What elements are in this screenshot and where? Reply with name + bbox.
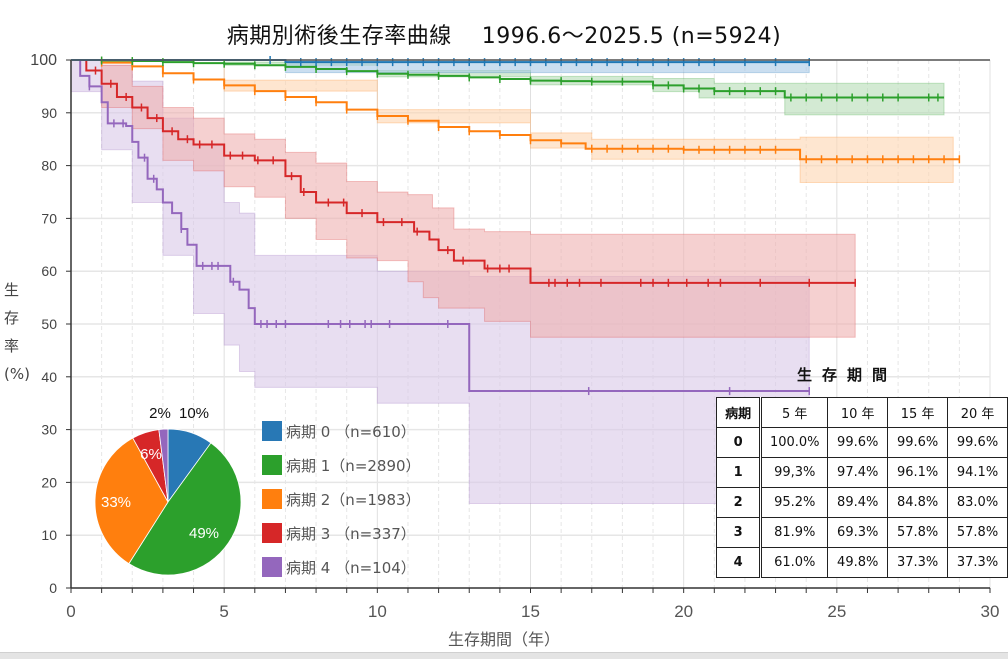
table-cell-stage: 3 bbox=[715, 517, 763, 548]
table-cell: 97.4% bbox=[827, 457, 889, 488]
y-axis-label-char: 生 bbox=[4, 281, 20, 299]
pie-label: 33% bbox=[101, 494, 131, 511]
table-header: 15 年 bbox=[887, 397, 949, 428]
table-cell: 57.8% bbox=[947, 517, 1008, 548]
legend-item: 病期 4 （n=104） bbox=[262, 556, 416, 578]
legend-label: 病期 0 （n=610） bbox=[286, 422, 416, 441]
table-cell: 49.8% bbox=[827, 547, 889, 578]
y-axis-label-char: 率 bbox=[4, 337, 20, 355]
y-tick-label: 70 bbox=[41, 210, 57, 226]
survival-table: 病期 5 年 10 年 15 年 20 年 0 100.0% 99.6% 99.… bbox=[715, 397, 1008, 578]
table-row: 2 95.2% 89.4% 84.8% 83.0% bbox=[715, 487, 1008, 518]
table-header: 20 年 bbox=[947, 397, 1008, 428]
y-tick-label: 80 bbox=[41, 158, 57, 174]
y-tick-label: 50 bbox=[41, 316, 57, 332]
legend-item: 病期 0 （n=610） bbox=[262, 420, 416, 442]
survival-table-title: 生存期間 bbox=[797, 366, 898, 384]
table-cell: 94.1% bbox=[947, 457, 1008, 488]
y-tick-label: 90 bbox=[41, 105, 57, 121]
table-cell-stage: 4 bbox=[715, 547, 763, 578]
chart-subtitle: 1996.6〜2025.5 (n=5924) bbox=[481, 24, 782, 49]
y-axis-label: 生 存 率 (%) bbox=[4, 276, 30, 388]
pie-label: 6% bbox=[140, 446, 162, 463]
pie-label: 49% bbox=[189, 525, 219, 542]
legend-item: 病期 1（n=2890） bbox=[262, 454, 421, 476]
survival-line-3 bbox=[71, 59, 856, 284]
table-cell: 89.4% bbox=[827, 487, 889, 518]
table-header: 5 年 bbox=[760, 397, 829, 428]
x-tick-label: 30 bbox=[981, 602, 1000, 621]
pie-label: 10% bbox=[179, 405, 209, 422]
x-tick-label: 0 bbox=[66, 602, 75, 621]
x-tick-label: 10 bbox=[368, 602, 387, 621]
chart-title: 病期別術後生存率曲線 1996.6〜2025.5 (n=5924) bbox=[0, 18, 1008, 50]
table-cell: 95.2% bbox=[760, 487, 829, 518]
legend-label: 病期 3 （n=337） bbox=[286, 524, 416, 543]
legend-label: 病期 2（n=1983） bbox=[286, 490, 421, 509]
table-cell: 69.3% bbox=[827, 517, 889, 548]
table-cell: 96.1% bbox=[887, 457, 949, 488]
pie-chart: 10% 49% 33% 6% 2% bbox=[94, 405, 242, 576]
table-cell: 100.0% bbox=[760, 427, 829, 458]
table-cell: 99,3% bbox=[760, 457, 829, 488]
legend-swatch bbox=[262, 489, 282, 509]
table-cell: 81.9% bbox=[760, 517, 829, 548]
legend-item: 病期 2（n=1983） bbox=[262, 488, 421, 510]
x-tick-label: 5 bbox=[219, 602, 228, 621]
legend-item: 病期 3 （n=337） bbox=[262, 522, 416, 544]
x-tick-label: 25 bbox=[827, 602, 846, 621]
pie-label: 2% bbox=[149, 405, 171, 422]
y-tick-label: 60 bbox=[41, 263, 57, 279]
y-axis-label-char: (%) bbox=[4, 365, 30, 383]
chart-title-main: 病期別術後生存率曲線 bbox=[226, 24, 452, 49]
bottom-scrollbar-strip bbox=[0, 652, 1008, 659]
y-tick-label: 100 bbox=[30, 52, 57, 69]
table-cell: 37.3% bbox=[887, 547, 949, 578]
table-cell-stage: 1 bbox=[715, 457, 763, 488]
table-cell: 99.6% bbox=[827, 427, 889, 458]
table-header: 10 年 bbox=[827, 397, 889, 428]
survival-line-4 bbox=[71, 59, 810, 393]
table-cell: 99.6% bbox=[887, 427, 949, 458]
pie-slice bbox=[128, 442, 242, 576]
y-tick-label: 40 bbox=[41, 369, 57, 385]
table-header-row: 病期 5 年 10 年 15 年 20 年 bbox=[715, 397, 1008, 428]
table-row: 3 81.9% 69.3% 57.8% 57.8% bbox=[715, 517, 1008, 548]
y-tick-label: 10 bbox=[41, 527, 57, 543]
legend-swatch bbox=[262, 557, 282, 577]
table-cell: 57.8% bbox=[887, 517, 949, 548]
table-cell-stage: 2 bbox=[715, 487, 763, 518]
table-row: 4 61.0% 49.8% 37.3% 37.3% bbox=[715, 547, 1008, 578]
x-axis-label: 生存期間（年） bbox=[447, 630, 560, 649]
legend-swatch bbox=[262, 455, 282, 475]
table-cell: 84.8% bbox=[887, 487, 949, 518]
table-cell: 37.3% bbox=[947, 547, 1008, 578]
y-tick-label: 20 bbox=[41, 474, 57, 490]
pie-slice bbox=[158, 428, 169, 503]
legend-label: 病期 4 （n=104） bbox=[286, 558, 416, 577]
table-cell: 99.6% bbox=[947, 427, 1008, 458]
x-tick-label: 20 bbox=[674, 602, 693, 621]
y-tick-label: 0 bbox=[49, 580, 57, 596]
y-axis-label-char: 存 bbox=[4, 309, 20, 327]
table-cell: 83.0% bbox=[947, 487, 1008, 518]
legend-swatch bbox=[262, 523, 282, 543]
x-tick-label: 15 bbox=[521, 602, 540, 621]
table-cell: 61.0% bbox=[760, 547, 829, 578]
legend-label: 病期 1（n=2890） bbox=[286, 456, 421, 475]
table-cell-stage: 0 bbox=[715, 427, 763, 458]
table-row: 0 100.0% 99.6% 99.6% 99.6% bbox=[715, 427, 1008, 458]
y-tick-label: 30 bbox=[41, 422, 57, 438]
legend-swatch bbox=[262, 421, 282, 441]
table-header: 病期 bbox=[715, 397, 763, 428]
table-row: 1 99,3% 97.4% 96.1% 94.1% bbox=[715, 457, 1008, 488]
